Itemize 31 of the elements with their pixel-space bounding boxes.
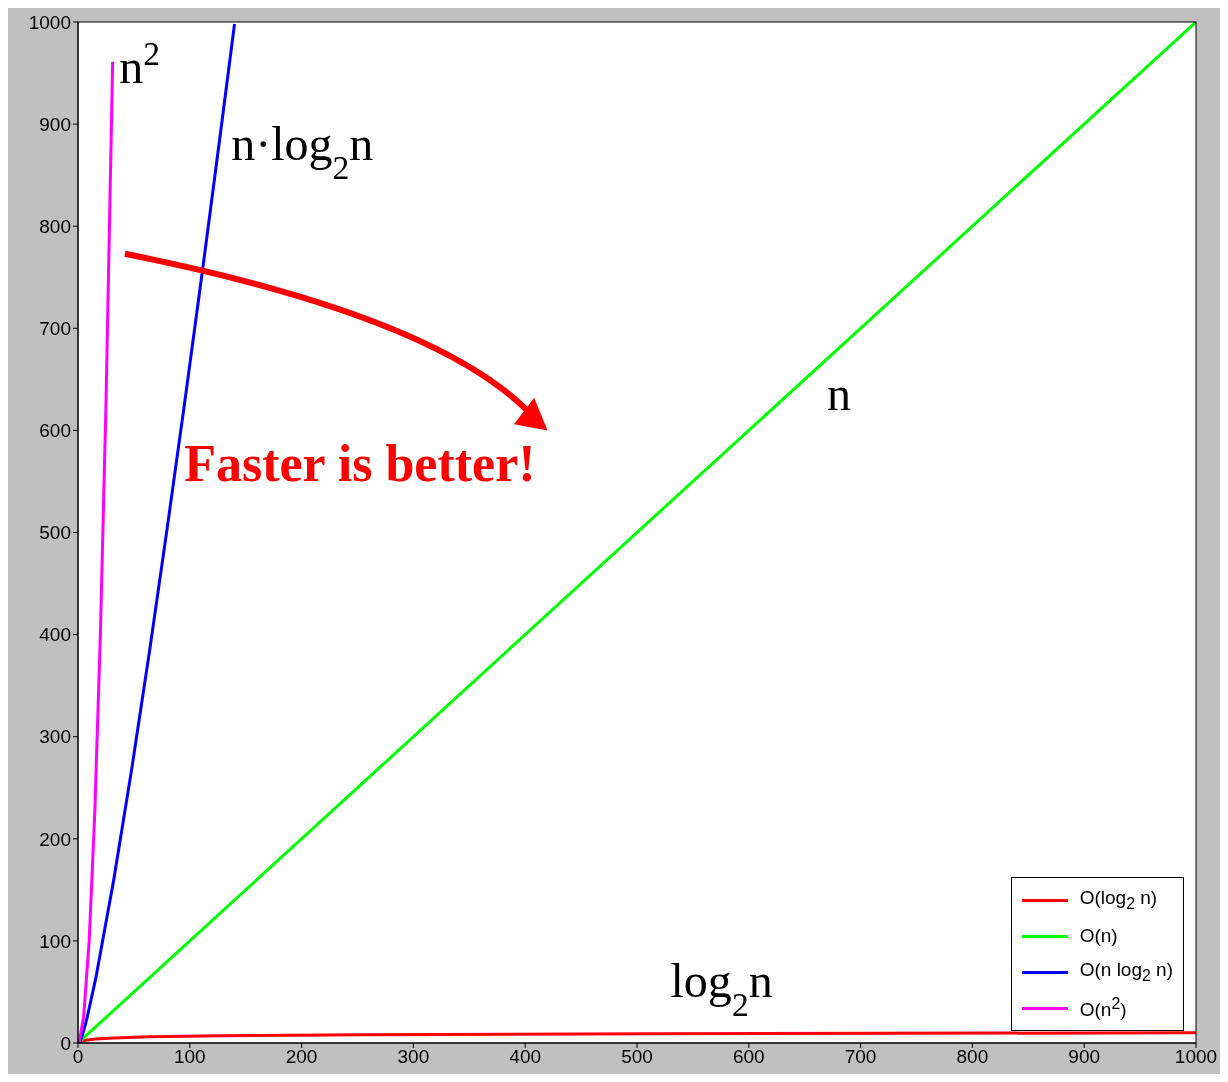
y-tick-label: 300 bbox=[39, 726, 71, 748]
legend-label: O(log$_{2}$ n) bbox=[1079, 887, 1158, 913]
annotation: n$^{2}$ bbox=[119, 34, 161, 94]
y-tick-label: 900 bbox=[39, 113, 71, 135]
legend-label: O(n) bbox=[1079, 925, 1118, 947]
annotation: n bbox=[827, 366, 852, 420]
annotation: log$_{2}$n bbox=[670, 954, 773, 1023]
y-tick-label: 600 bbox=[39, 420, 71, 442]
line-series bbox=[78, 60, 115, 1043]
legend-label: O(n$^{2}$) bbox=[1079, 994, 1127, 1022]
y-tick-label: 800 bbox=[39, 215, 71, 237]
y-tick-label: 100 bbox=[39, 930, 71, 952]
x-tick-label: 200 bbox=[285, 1046, 318, 1068]
x-tick-label: 500 bbox=[621, 1046, 653, 1068]
x-tick-label: 400 bbox=[509, 1046, 542, 1068]
x-tick-label: 300 bbox=[397, 1046, 430, 1068]
y-tick-label: 1000 bbox=[28, 11, 71, 33]
y-tick-label: 700 bbox=[39, 318, 71, 340]
x-tick-label: 800 bbox=[956, 1046, 989, 1068]
x-tick-label: 600 bbox=[732, 1046, 765, 1068]
x-tick-label: 100 bbox=[173, 1046, 206, 1068]
annotation: Faster is better! bbox=[184, 435, 536, 493]
y-tick-label: 0 bbox=[60, 1032, 71, 1054]
y-tick-label: 400 bbox=[39, 624, 71, 646]
annotation: n·log$_{2}$n bbox=[231, 116, 374, 186]
x-tick-label: 1000 bbox=[1174, 1046, 1218, 1068]
y-tick-label: 500 bbox=[39, 522, 71, 544]
y-tick-label: 200 bbox=[39, 828, 71, 850]
x-tick-label: 700 bbox=[844, 1046, 877, 1068]
x-tick-label: 900 bbox=[1068, 1046, 1101, 1068]
legend-label: O(n log$_{2}$ n) bbox=[1079, 959, 1173, 985]
